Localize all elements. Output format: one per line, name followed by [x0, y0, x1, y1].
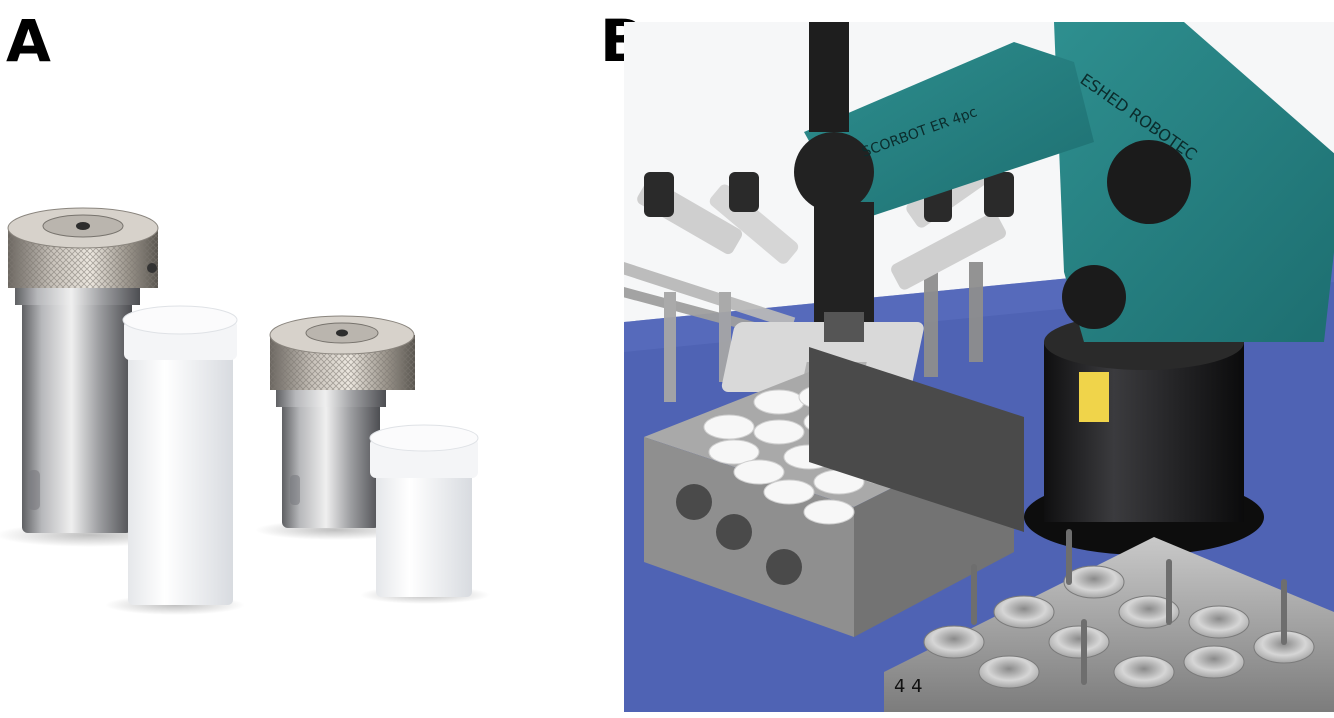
sample-plate: 4 4	[884, 529, 1334, 712]
robotic-arm-illustration: SCORBOT ER 4pc ESHED ROBOTEC	[624, 22, 1334, 712]
large-vessel	[7, 207, 159, 533]
robotic-arm-lab-photo: SCORBOT ER 4pc ESHED ROBOTEC	[624, 22, 1334, 712]
robot-arm: SCORBOT ER 4pc ESHED ROBOTEC	[794, 22, 1334, 342]
robot-base	[1024, 314, 1264, 555]
sample-heating-block	[644, 347, 1024, 637]
large-liner	[122, 305, 238, 605]
panel-label-a: A	[6, 7, 51, 75]
pressure-vessels-illustration	[0, 207, 490, 615]
small-vessel	[269, 315, 415, 528]
small-liner	[369, 424, 479, 597]
pressure-vessels-photo	[0, 80, 600, 718]
plate-mark: 4 4	[894, 676, 923, 697]
